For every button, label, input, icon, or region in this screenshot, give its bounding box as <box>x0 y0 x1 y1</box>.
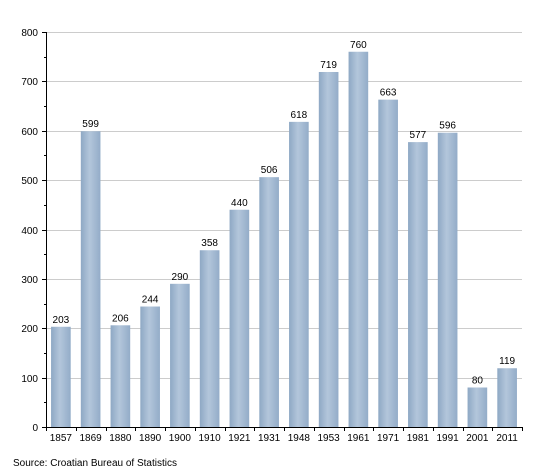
bar-value-label: 506 <box>261 165 278 176</box>
bar-value-label: 760 <box>350 40 367 51</box>
bar <box>259 177 279 427</box>
bar <box>437 132 458 428</box>
x-tick-label: 1948 <box>288 433 311 444</box>
x-tick-label: 1931 <box>258 433 281 444</box>
x-tick-label: 1991 <box>437 433 460 444</box>
y-tick-label: 800 <box>21 28 38 39</box>
y-tick-label: 600 <box>21 127 38 138</box>
y-tick-label: 300 <box>21 275 38 286</box>
bar-value-label: 203 <box>53 315 70 326</box>
bar <box>318 71 339 428</box>
x-tick-label: 1981 <box>407 433 430 444</box>
x-tick-label: 1953 <box>318 433 341 444</box>
source-note: Source: Croatian Bureau of Statistics <box>13 458 177 469</box>
bar <box>497 368 517 427</box>
bar-value-label: 663 <box>380 88 397 99</box>
x-tick-label: 1880 <box>109 433 132 444</box>
bar-value-label: 719 <box>320 60 337 71</box>
x-tick-label: 1857 <box>50 433 73 444</box>
bar-value-label: 206 <box>112 313 129 324</box>
y-tick-label: 700 <box>21 77 38 88</box>
bar <box>51 326 71 427</box>
x-tick-label: 1869 <box>80 433 103 444</box>
bar <box>467 387 488 427</box>
bar <box>80 131 101 428</box>
bar <box>170 283 190 427</box>
x-tick-label: 2001 <box>466 433 489 444</box>
x-tick-label: 1921 <box>228 433 251 444</box>
bar <box>348 51 369 427</box>
bars <box>51 51 517 428</box>
bar-value-label: 290 <box>172 272 189 283</box>
y-tick-label: 200 <box>21 324 38 335</box>
bar-value-label: 618 <box>291 110 308 121</box>
x-tick-label: 1900 <box>169 433 192 444</box>
bar-value-label: 119 <box>499 356 515 367</box>
x-tick-label: 1910 <box>199 433 222 444</box>
bar <box>140 306 160 427</box>
bar-value-label: 596 <box>439 121 456 132</box>
bar-value-label: 599 <box>82 119 99 130</box>
bar <box>378 99 398 427</box>
bar-value-label: 577 <box>410 130 427 141</box>
tick-labels: 0 100 200 300 400 500 600 700 800 1857 1869 1880 189… <box>21 28 518 444</box>
y-tick-label: 100 <box>21 374 38 385</box>
data-labels: 203 599 206 244 290 358 440 506 618 719 760 663 577 5… <box>53 40 516 387</box>
bar <box>110 325 131 427</box>
bar <box>408 142 428 428</box>
bar <box>229 209 250 427</box>
bar-value-label: 358 <box>201 238 218 249</box>
x-tick-label: 1890 <box>139 433 162 444</box>
x-tick-label: 2011 <box>496 433 518 444</box>
bar-value-label: 440 <box>231 198 248 209</box>
y-tick-label: 0 <box>32 423 38 434</box>
axes <box>42 32 523 431</box>
x-tick-label: 1961 <box>347 433 370 444</box>
x-tick-label: 1971 <box>377 433 400 444</box>
bar-value-label: 80 <box>472 376 484 387</box>
y-tick-label: 500 <box>21 176 38 187</box>
bar <box>289 121 309 428</box>
bar-value-label: 244 <box>142 295 159 306</box>
y-tick-label: 400 <box>21 226 38 237</box>
bar <box>199 250 220 427</box>
